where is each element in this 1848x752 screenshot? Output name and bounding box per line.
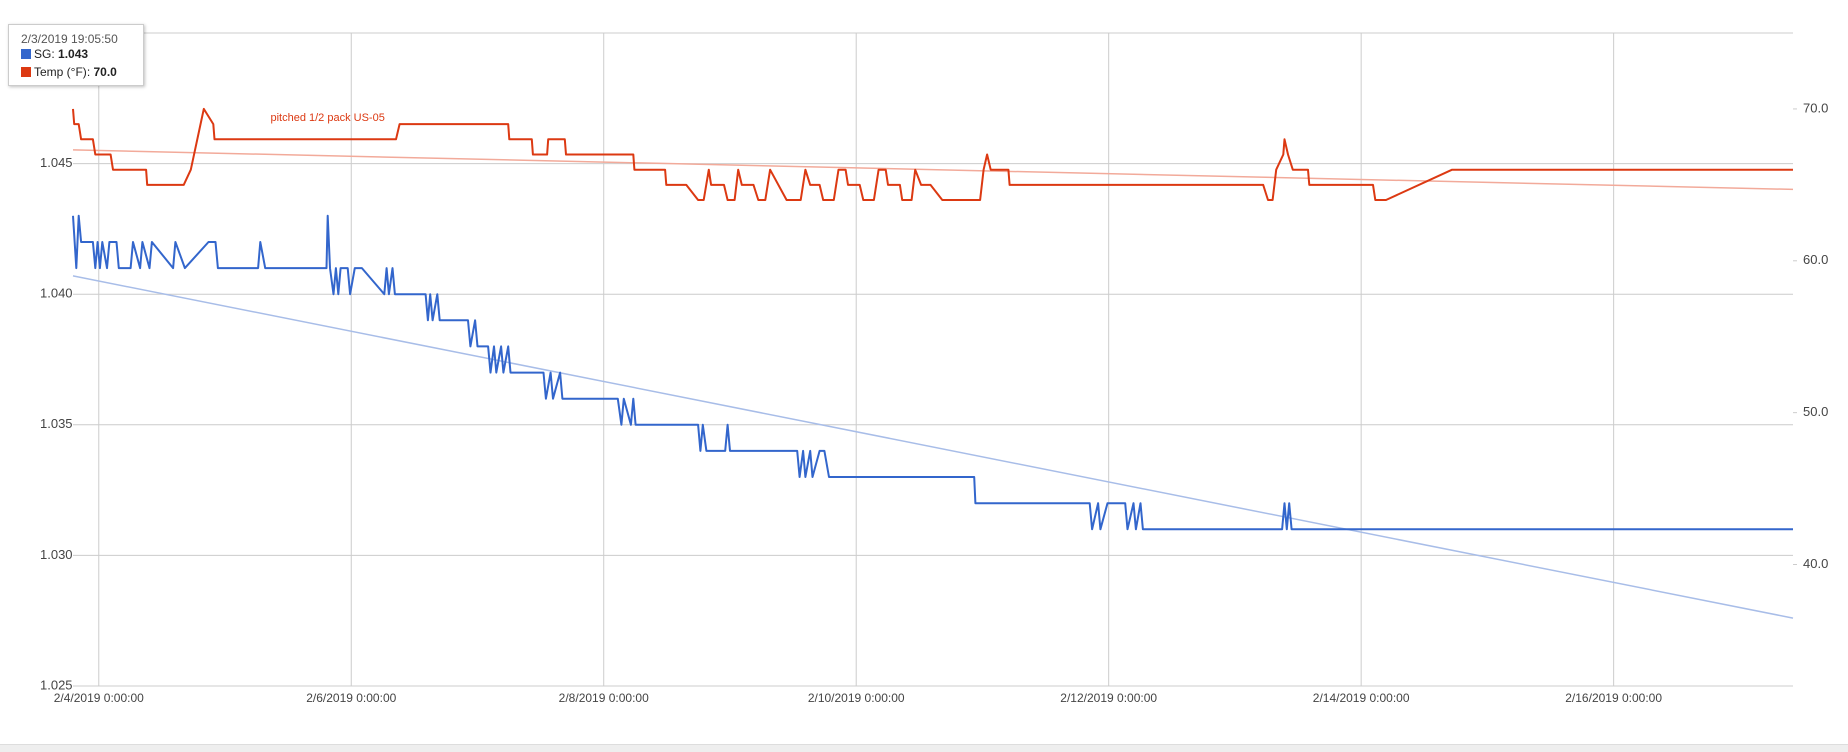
x-tick-label: 2/6/2019 0:00:00 (306, 691, 396, 705)
y-tick-label: 1.040 (40, 286, 73, 301)
x-tick-label: 2/12/2019 0:00:00 (1060, 691, 1157, 705)
tooltip-value: 70.0 (93, 65, 117, 79)
tooltip-value: 1.043 (58, 47, 89, 61)
y2-tick-label: 40.0 (1803, 556, 1828, 571)
tooltip-series: SG (34, 47, 52, 61)
sheet-tabs (0, 744, 1848, 752)
y2-tick-label: 60.0 (1803, 252, 1828, 267)
y-tick-label: 1.030 (40, 547, 73, 562)
annotation: pitched 1/2 pack US-05 (270, 112, 384, 124)
y2-tick-label: 70.0 (1803, 100, 1828, 115)
series-line (72, 214, 1793, 531)
tooltip-row: SG: 1.043 (21, 47, 88, 61)
x-tick-label: 2/4/2019 0:00:00 (54, 691, 144, 705)
trendline (72, 149, 1794, 191)
tooltip-title: 2/3/2019 19:05:50 (21, 32, 118, 46)
x-tick-label: 2/16/2019 0:00:00 (1565, 691, 1662, 705)
tooltip-swatch (21, 67, 31, 77)
x-tick-label: 2/14/2019 0:00:00 (1313, 691, 1410, 705)
series-line (72, 107, 1793, 201)
tooltip-series: Temp (°F) (34, 65, 87, 79)
tooltip-swatch (21, 49, 31, 59)
y-tick-label: 1.025 (40, 677, 73, 692)
y-tick-label: 1.045 (40, 155, 73, 170)
y-tick-label: 1.035 (40, 416, 73, 431)
tooltip-row: Temp (°F): 70.0 (21, 65, 117, 79)
tooltip: 2/3/2019 19:05:50 SG: 1.043 Temp (°F): 7… (8, 24, 144, 86)
x-tick-label: 2/10/2019 0:00:00 (808, 691, 905, 705)
y2-tick-label: 50.0 (1803, 404, 1828, 419)
x-tick-label: 2/8/2019 0:00:00 (559, 691, 649, 705)
trendline (72, 275, 1794, 619)
